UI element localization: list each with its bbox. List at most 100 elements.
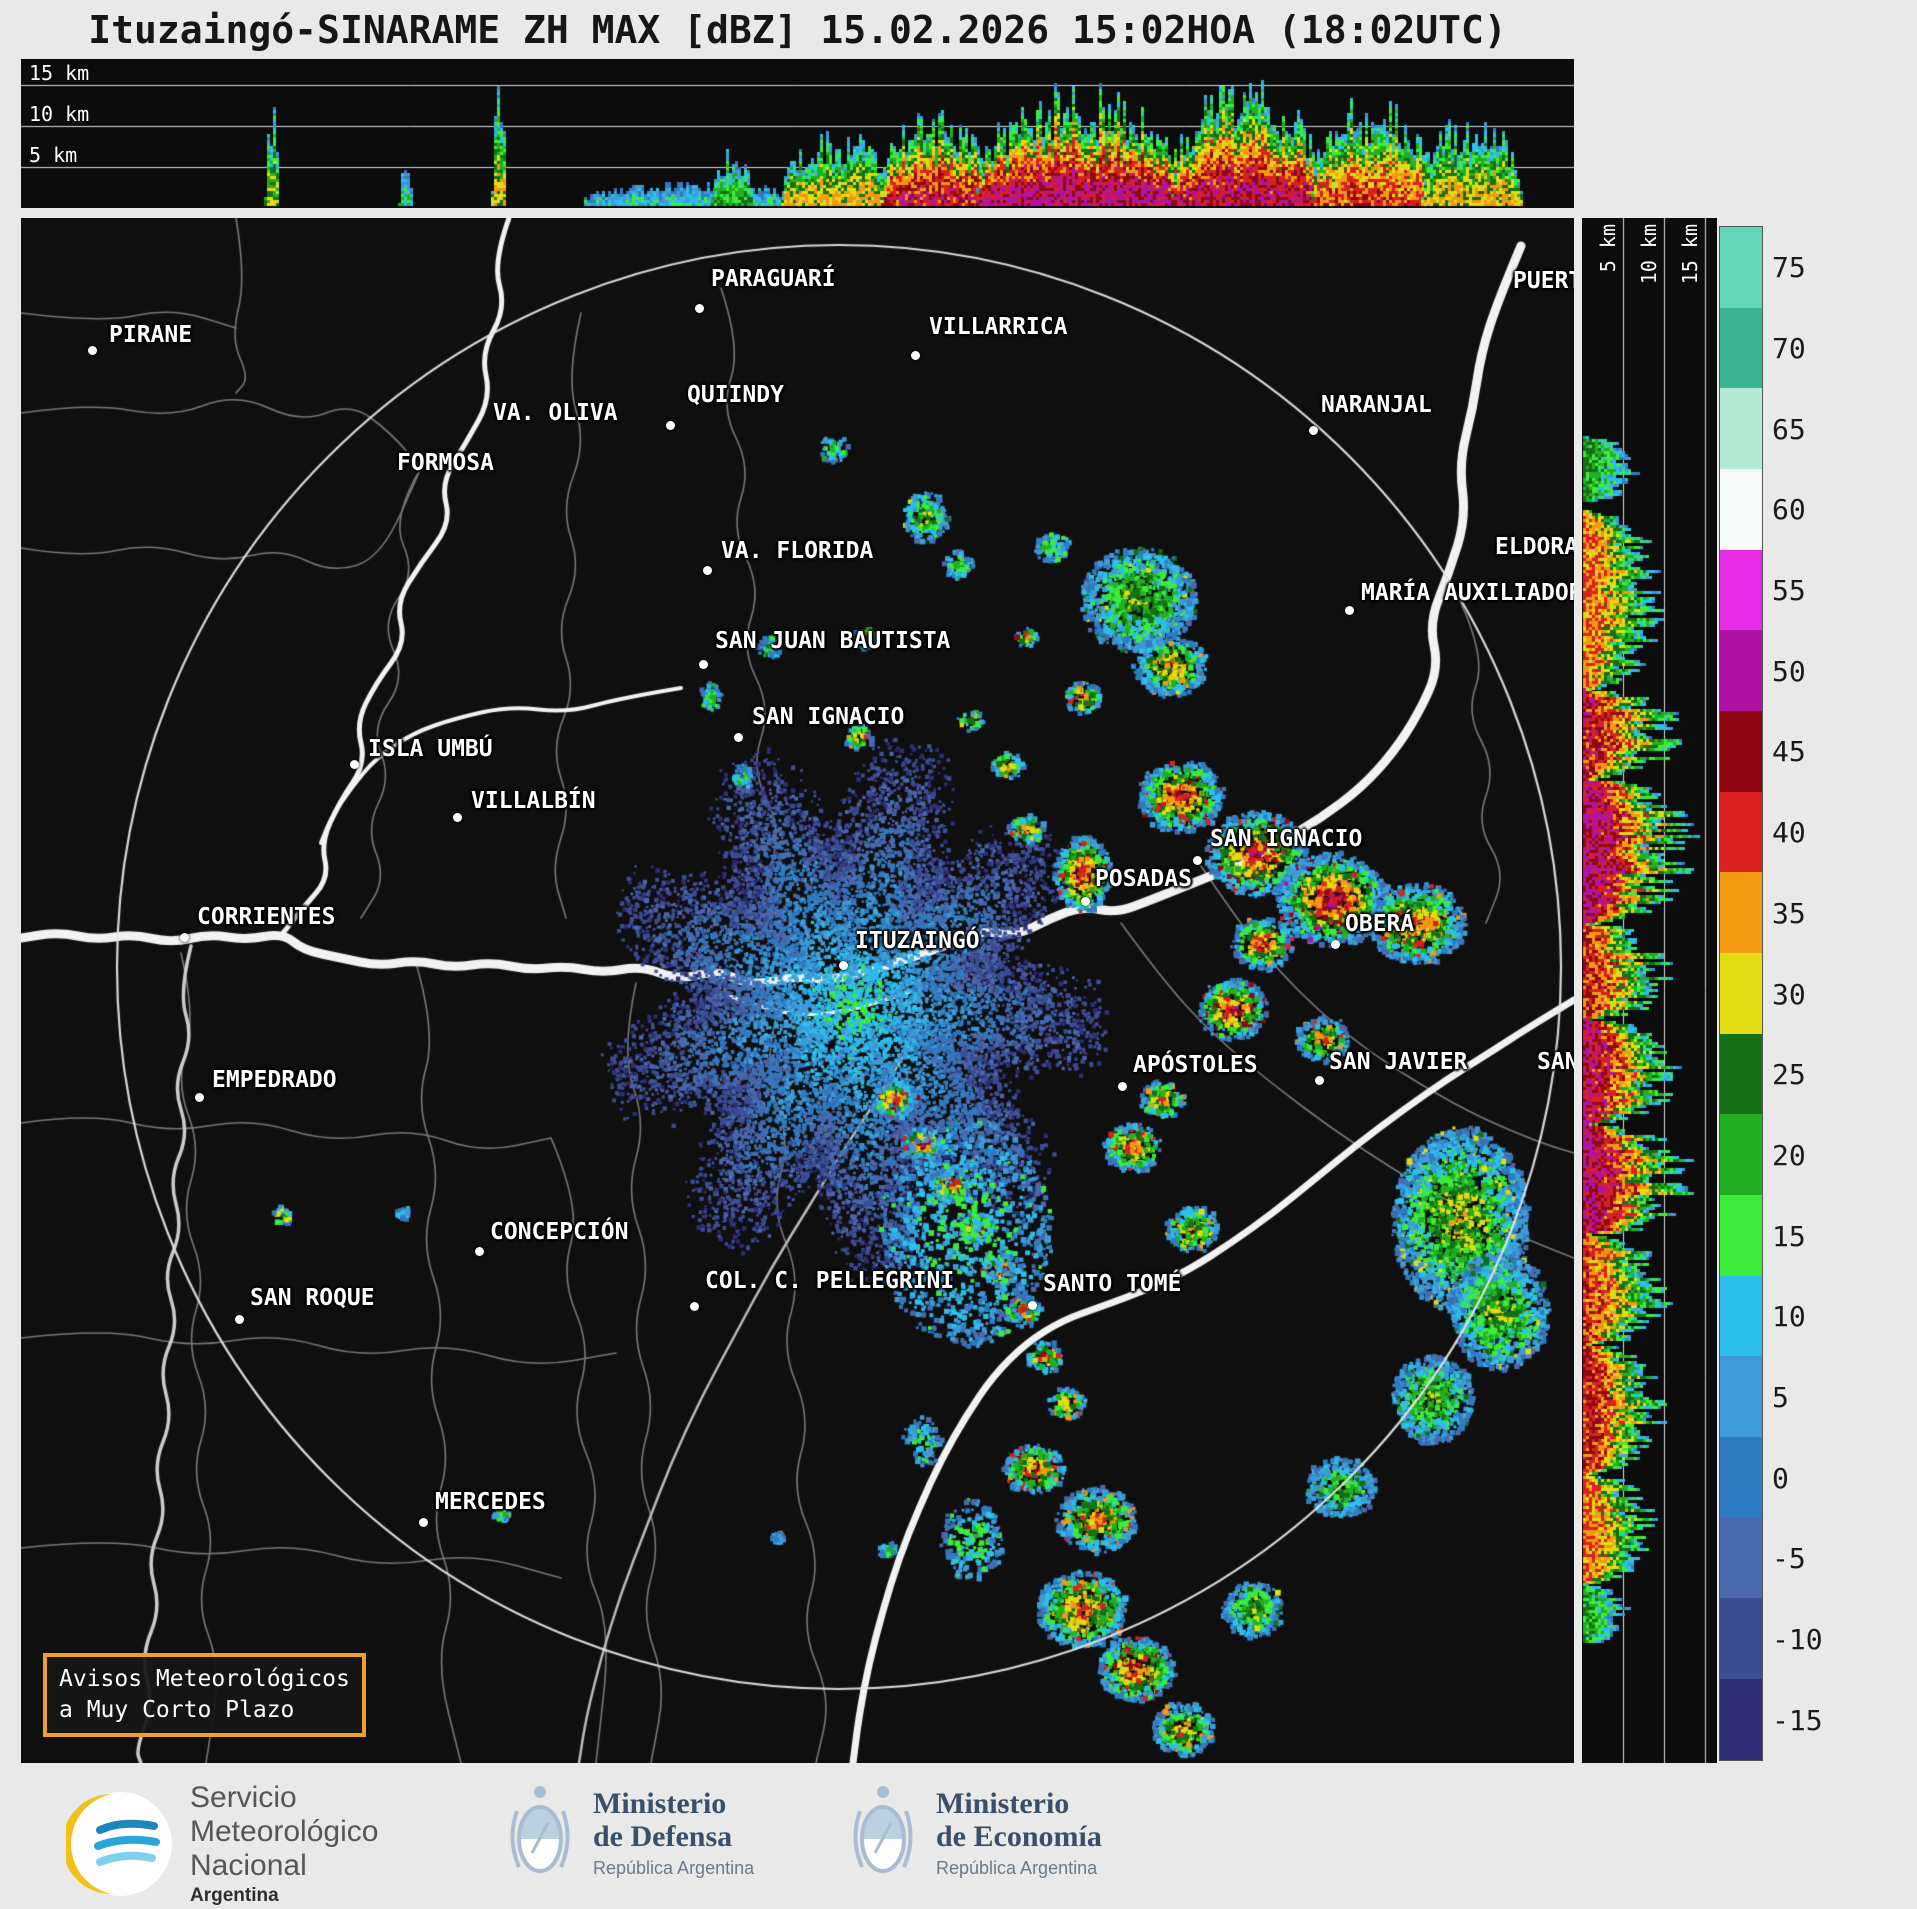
economia-line-1: Ministerio xyxy=(936,1787,1070,1820)
colorbar-tick: 25 xyxy=(1772,1058,1806,1092)
economia-subtitle: República Argentina xyxy=(936,1858,1098,1878)
city-label: VILLARRICA xyxy=(929,314,1068,340)
city-dot xyxy=(666,421,675,430)
defensa-subtitle: República Argentina xyxy=(593,1858,755,1878)
colorbar-block xyxy=(1720,1437,1762,1518)
colorbar-tick: 40 xyxy=(1772,816,1806,850)
footer: Servicio Meteorológico Nacional Argentin… xyxy=(0,1763,1917,1909)
city-dot xyxy=(911,351,920,360)
city-dot xyxy=(1028,1301,1037,1310)
colorbar-block xyxy=(1720,953,1762,1034)
city-dot xyxy=(703,566,712,575)
vertical-profile-top-canvas xyxy=(21,59,1574,208)
smn-wordmark: Servicio Meteorológico Nacional Argentin… xyxy=(190,1781,378,1907)
colorbar-tick: 70 xyxy=(1772,332,1806,366)
city-label: ITUZAINGÓ xyxy=(855,928,980,954)
city-label: APÓSTOLES xyxy=(1133,1052,1258,1078)
colorbar-tick: -5 xyxy=(1772,1542,1806,1576)
colorbar-tick: -10 xyxy=(1772,1622,1823,1656)
city-dot xyxy=(1309,426,1318,435)
colorbar-block xyxy=(1720,872,1762,954)
city-dot xyxy=(180,933,189,942)
city-dot xyxy=(235,1315,244,1324)
colorbar-tick: 50 xyxy=(1772,654,1806,688)
city-dot xyxy=(1118,1082,1127,1091)
colorbar-block xyxy=(1720,307,1762,389)
reflectivity-colorbar xyxy=(1719,226,1763,1761)
colorbar-tick: 55 xyxy=(1772,574,1806,608)
colorbar-tick: 75 xyxy=(1772,251,1806,285)
city-dot xyxy=(1193,856,1202,865)
colorbar-block xyxy=(1720,1033,1762,1115)
city-dot xyxy=(88,346,97,355)
city-label: QUIINDY xyxy=(687,382,784,408)
colorbar-block xyxy=(1720,1275,1762,1357)
right-profile-10km-label: 10 km xyxy=(1637,224,1661,285)
colorbar-tick: 65 xyxy=(1772,412,1806,446)
colorbar-block xyxy=(1720,1114,1762,1196)
city-dot xyxy=(1315,1076,1324,1085)
colorbar-block xyxy=(1720,1356,1762,1438)
top-profile-15km-label: 15 km xyxy=(29,61,90,85)
vertical-profile-right-canvas xyxy=(1582,218,1717,1763)
colorbar-block xyxy=(1720,791,1762,873)
city-label: SAN IGNACIO xyxy=(752,704,905,730)
radar-map-panel: PIRANE PARAGUARÍ VILLARRICA VA. OLIVA QUIIND… xyxy=(21,218,1574,1763)
colorbar-tick: 5 xyxy=(1772,1380,1789,1414)
city-dot xyxy=(695,304,704,313)
city-label: PARAGUARÍ xyxy=(711,266,836,292)
economia-line-2: de Economía xyxy=(936,1820,1102,1853)
city-label: SAN JAVIER xyxy=(1329,1049,1468,1075)
smn-country: Argentina xyxy=(190,1885,279,1906)
city-label: OBERÁ xyxy=(1345,911,1415,937)
city-label: EMPEDRADO xyxy=(212,1067,337,1093)
city-dot xyxy=(690,1302,699,1311)
argentina-crest-icon xyxy=(510,1786,570,1873)
city-dot xyxy=(839,961,848,970)
colorbar-block xyxy=(1720,549,1762,631)
city-label: ISLA UMBÚ xyxy=(368,736,493,762)
smn-logo-block: Servicio Meteorológico Nacional Argentin… xyxy=(66,1781,378,1907)
city-dot xyxy=(419,1518,428,1527)
colorbar-tick: -15 xyxy=(1772,1703,1823,1737)
ministry-economia-wordmark: Ministerio de Economía República Argenti… xyxy=(936,1787,1102,1879)
city-label: SAN JUAN BAUTISTA xyxy=(715,628,951,654)
vertical-profile-top-panel: 15 km 10 km 5 km xyxy=(21,59,1574,208)
city-label: ELDORADO xyxy=(1495,534,1574,560)
vertical-profile-right-panel: 5 km 10 km 15 km xyxy=(1582,218,1717,1763)
city-dot xyxy=(475,1247,484,1256)
warning-line2: a Muy Corto Plazo xyxy=(59,1697,295,1723)
argentina-crest-icon xyxy=(853,1786,913,1873)
right-profile-15km-label: 15 km xyxy=(1678,224,1702,285)
city-label: MERCEDES xyxy=(435,1489,546,1515)
top-profile-10km-label: 10 km xyxy=(29,102,90,126)
city-dot xyxy=(350,760,359,769)
city-dot xyxy=(453,813,462,822)
colorbar-block xyxy=(1720,1195,1762,1276)
city-label: FORMOSA xyxy=(397,450,494,476)
city-dot xyxy=(1081,897,1090,906)
city-dot xyxy=(734,733,743,742)
colorbar-tick: 10 xyxy=(1772,1300,1806,1334)
city-label: VILLALBÍN xyxy=(471,788,596,814)
ministry-economia-block: Ministerio de Economía República Argenti… xyxy=(848,1781,1102,1885)
city-label: NARANJAL xyxy=(1321,392,1432,418)
top-profile-5km-label: 5 km xyxy=(29,143,78,167)
city-label: CONCEPCIÓN xyxy=(490,1219,629,1245)
radar-map-canvas xyxy=(21,218,1574,1763)
city-label: MARÍA AUXILIADORA xyxy=(1361,580,1574,606)
city-label: SANTO TOMÉ xyxy=(1043,1271,1182,1297)
colorbar-block xyxy=(1720,1517,1762,1599)
colorbar-tick: 20 xyxy=(1772,1138,1806,1172)
smn-line-2: Meteorológico xyxy=(190,1815,379,1848)
colorbar-block xyxy=(1720,388,1762,470)
right-profile-5km-label: 5 km xyxy=(1596,224,1620,273)
smn-logo-icon xyxy=(66,1792,172,1896)
city-label: SAN ROQUE xyxy=(250,1285,375,1311)
warning-badge[interactable]: Avisos Meteorológicos a Muy Corto Plazo xyxy=(43,1653,366,1737)
colorbar-tick: 60 xyxy=(1772,493,1806,527)
defensa-line-1: Ministerio xyxy=(593,1787,727,1820)
city-label: VA. FLORIDA xyxy=(721,538,874,564)
defensa-line-2: de Defensa xyxy=(593,1820,733,1853)
